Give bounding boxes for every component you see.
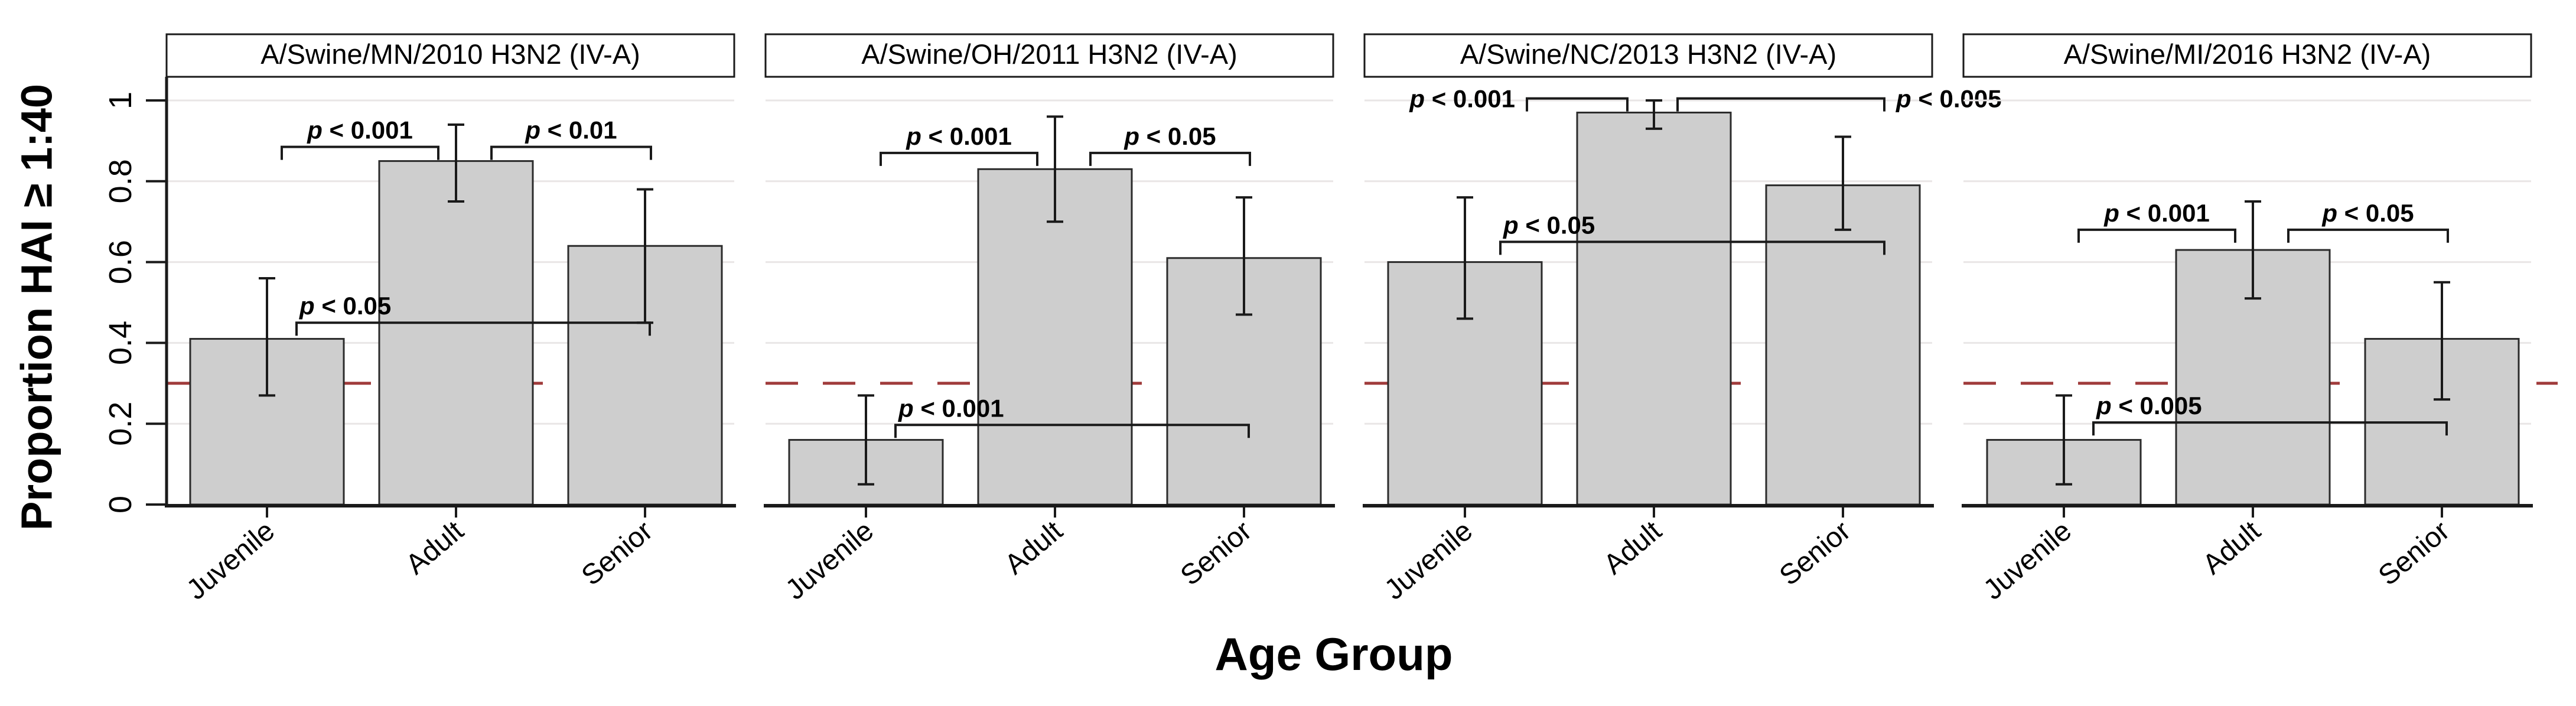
p-value-label: p < 0.05 (1123, 122, 1216, 150)
y-axis-title: Proportion HAI ≥ 1:40 (12, 83, 61, 531)
significance-bracket (295, 321, 651, 336)
significance-bracket (1676, 97, 1885, 112)
bar-adult (977, 168, 1133, 506)
x-tick-label-senior: Senior (1774, 515, 1857, 592)
bar-senior (1765, 184, 1921, 506)
significance-bracket (1499, 240, 1885, 255)
panel-1: p < 0.001 p < 0.01 p < 0.05 Juvenile Adult Se… (103, 33, 736, 606)
panel-title: A/Swine/MI/2016 H3N2 (IV-A) (2064, 38, 2431, 70)
significance-bracket (281, 145, 439, 160)
y-tick-label: 0.4 (103, 321, 138, 365)
y-tick-label: 1 (103, 92, 138, 109)
x-tick-label-senior: Senior (576, 515, 659, 592)
x-tick-label-adult: Adult (1598, 515, 1668, 581)
panel-title-box (1962, 33, 2532, 78)
x-tick-label-juvenile: Juvenile (1978, 515, 2077, 606)
y-tick-label: 0 (103, 496, 138, 513)
p-value-label: p < 0.005 (1896, 85, 2002, 113)
significance-bracket (1089, 151, 1251, 166)
p-value-label: p < 0.001 (898, 394, 1004, 422)
significance-bracket (894, 424, 1250, 438)
significance-bracket (490, 145, 652, 160)
significance-bracket (2092, 421, 2448, 436)
panel-title: A/Swine/NC/2013 H3N2 (IV-A) (1460, 38, 1836, 70)
panel-title-box (764, 33, 1334, 78)
x-tick-label-juvenile: Juvenile (1379, 515, 1478, 606)
panel-4: p < 0.001 p < 0.05 p < 0.005 Juvenile Adult S… (1962, 33, 2558, 606)
p-value-label: p < 0.001 (307, 116, 413, 144)
y-tick-label: 0.6 (103, 240, 138, 284)
panel-2: p < 0.001 p < 0.05 p < 0.001 Juvenile Adult S… (764, 33, 1335, 606)
panel-3: p < 0.001 p < 0.005 p < 0.05 Juvenile Adult S… (1363, 33, 2002, 606)
p-value-label: p < 0.001 (1409, 85, 1515, 113)
x-axis-title: Age Group (1214, 628, 1453, 680)
p-value-label: p < 0.001 (2103, 199, 2210, 227)
y-tick-label: 0.8 (103, 159, 138, 203)
p-value-label: p < 0.05 (2321, 199, 2414, 227)
panel-title: A/Swine/OH/2011 H3N2 (IV-A) (861, 38, 1237, 70)
bar-adult (378, 160, 534, 506)
x-tick-label-senior: Senior (2373, 515, 2455, 592)
x-tick-label-adult: Adult (400, 515, 470, 581)
p-value-label: p < 0.05 (1503, 211, 1595, 239)
p-value-label: p < 0.005 (2096, 392, 2202, 419)
bar-adult (1576, 112, 1732, 506)
panel-title-box (1363, 33, 1933, 78)
y-tick-label: 0.2 (103, 402, 138, 446)
x-tick-label-juvenile: Juvenile (780, 515, 880, 606)
significance-bracket (1526, 97, 1629, 112)
significance-bracket (880, 151, 1038, 166)
x-tick-label-juvenile: Juvenile (181, 515, 281, 606)
significance-bracket (2077, 228, 2236, 243)
significance-bracket (2287, 228, 2449, 243)
p-value-label: p < 0.05 (299, 292, 391, 320)
panel-title-box (165, 33, 735, 78)
panel-title: A/Swine/MN/2010 H3N2 (IV-A) (260, 38, 640, 70)
x-tick-label-adult: Adult (999, 515, 1069, 581)
x-tick-label-senior: Senior (1175, 515, 1258, 592)
p-value-label: p < 0.01 (525, 116, 617, 144)
p-value-label: p < 0.001 (906, 122, 1012, 150)
x-tick-label-adult: Adult (2197, 515, 2266, 581)
